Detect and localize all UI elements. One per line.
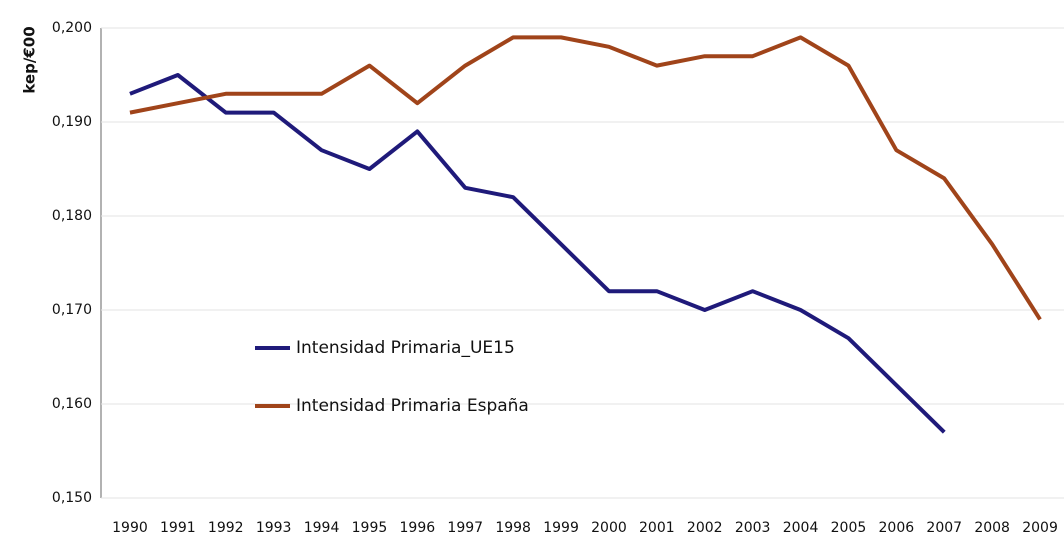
x-tick-label: 2008 — [974, 520, 1010, 536]
legend-label: Intensidad Primaria_UE15 — [296, 338, 515, 358]
x-tick-label: 1992 — [208, 520, 244, 536]
x-tick-label: 1993 — [256, 520, 292, 536]
line-series — [129, 73, 946, 434]
y-tick-label: 0,150 — [52, 490, 92, 506]
x-tick-label: 2009 — [1022, 520, 1058, 536]
y-tick-label: 0,180 — [52, 208, 92, 224]
x-tick-label: 1990 — [112, 520, 148, 536]
line-series — [129, 35, 1042, 321]
x-tick-label: 2005 — [831, 520, 867, 536]
x-tick-label: 1998 — [495, 520, 531, 536]
x-tick-label: 1991 — [160, 520, 196, 536]
x-tick-label: 1999 — [543, 520, 579, 536]
x-tick-label: 1995 — [352, 520, 388, 536]
y-axis-label: kep/€00 — [21, 26, 39, 93]
legend-label: Intensidad Primaria España — [296, 396, 529, 416]
y-tick-label: 0,170 — [52, 302, 92, 318]
x-tick-label: 2001 — [639, 520, 675, 536]
y-tick-label: 0,160 — [52, 396, 92, 412]
x-tick-label: 1994 — [304, 520, 340, 536]
y-tick-label: 0,190 — [52, 114, 92, 130]
x-tick-label: 2002 — [687, 520, 723, 536]
x-tick-label: 2007 — [926, 520, 962, 536]
x-tick-label: 2003 — [735, 520, 771, 536]
x-tick-label: 2006 — [879, 520, 915, 536]
x-tick-label: 1996 — [400, 520, 436, 536]
x-tick-label: 1997 — [447, 520, 483, 536]
x-tick-label: 2000 — [591, 520, 627, 536]
x-tick-label: 2004 — [783, 520, 819, 536]
y-tick-label: 0,200 — [52, 20, 92, 36]
